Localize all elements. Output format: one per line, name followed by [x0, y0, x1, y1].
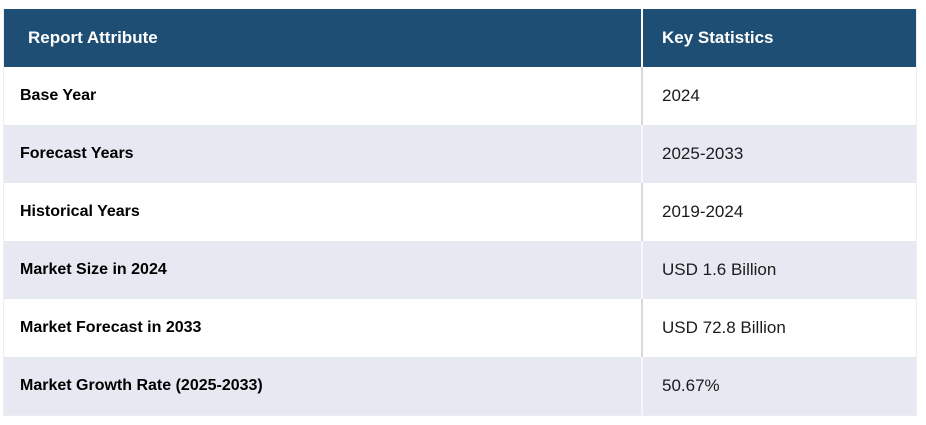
value-cell: 2019-2024: [641, 183, 916, 241]
attribute-cell: Forecast Years: [20, 145, 134, 162]
column-header-key-statistics: Key Statistics: [641, 9, 916, 67]
value-cell: 50.67%: [641, 357, 916, 415]
table-head: Report Attribute Key Statistics: [4, 9, 916, 67]
table-row: Base Year 2024: [4, 67, 916, 125]
value-cell: 2024: [641, 67, 916, 125]
attribute-cell: Historical Years: [20, 203, 140, 220]
value-cell: USD 1.6 Billion: [641, 241, 916, 299]
attribute-cell: Market Forecast in 2033: [20, 319, 202, 336]
attribute-cell: Base Year: [20, 87, 97, 104]
table-row: Forecast Years 2025-2033: [4, 125, 916, 183]
attribute-cell: Market Size in 2024: [20, 261, 167, 278]
table-row: Market Size in 2024 USD 1.6 Billion: [4, 241, 916, 299]
value-cell: USD 72.8 Billion: [641, 299, 916, 357]
value-cell: 2025-2033: [641, 125, 916, 183]
report-summary-table: Report Attribute Key Statistics Base Yea…: [3, 9, 917, 416]
column-header-report-attribute: Report Attribute: [4, 9, 642, 67]
table-row: Market Forecast in 2033 USD 72.8 Billion: [4, 299, 916, 357]
key-statistics-table: Report Attribute Key Statistics Base Yea…: [4, 9, 916, 415]
table-row: Market Growth Rate (2025-2033) 50.67%: [4, 357, 916, 415]
table-body: Base Year 2024 Forecast Years 2025-2033 …: [4, 67, 916, 415]
header-row: Report Attribute Key Statistics: [4, 9, 916, 67]
table-row: Historical Years 2019-2024: [4, 183, 916, 241]
attribute-cell: Market Growth Rate (2025-2033): [20, 377, 263, 394]
